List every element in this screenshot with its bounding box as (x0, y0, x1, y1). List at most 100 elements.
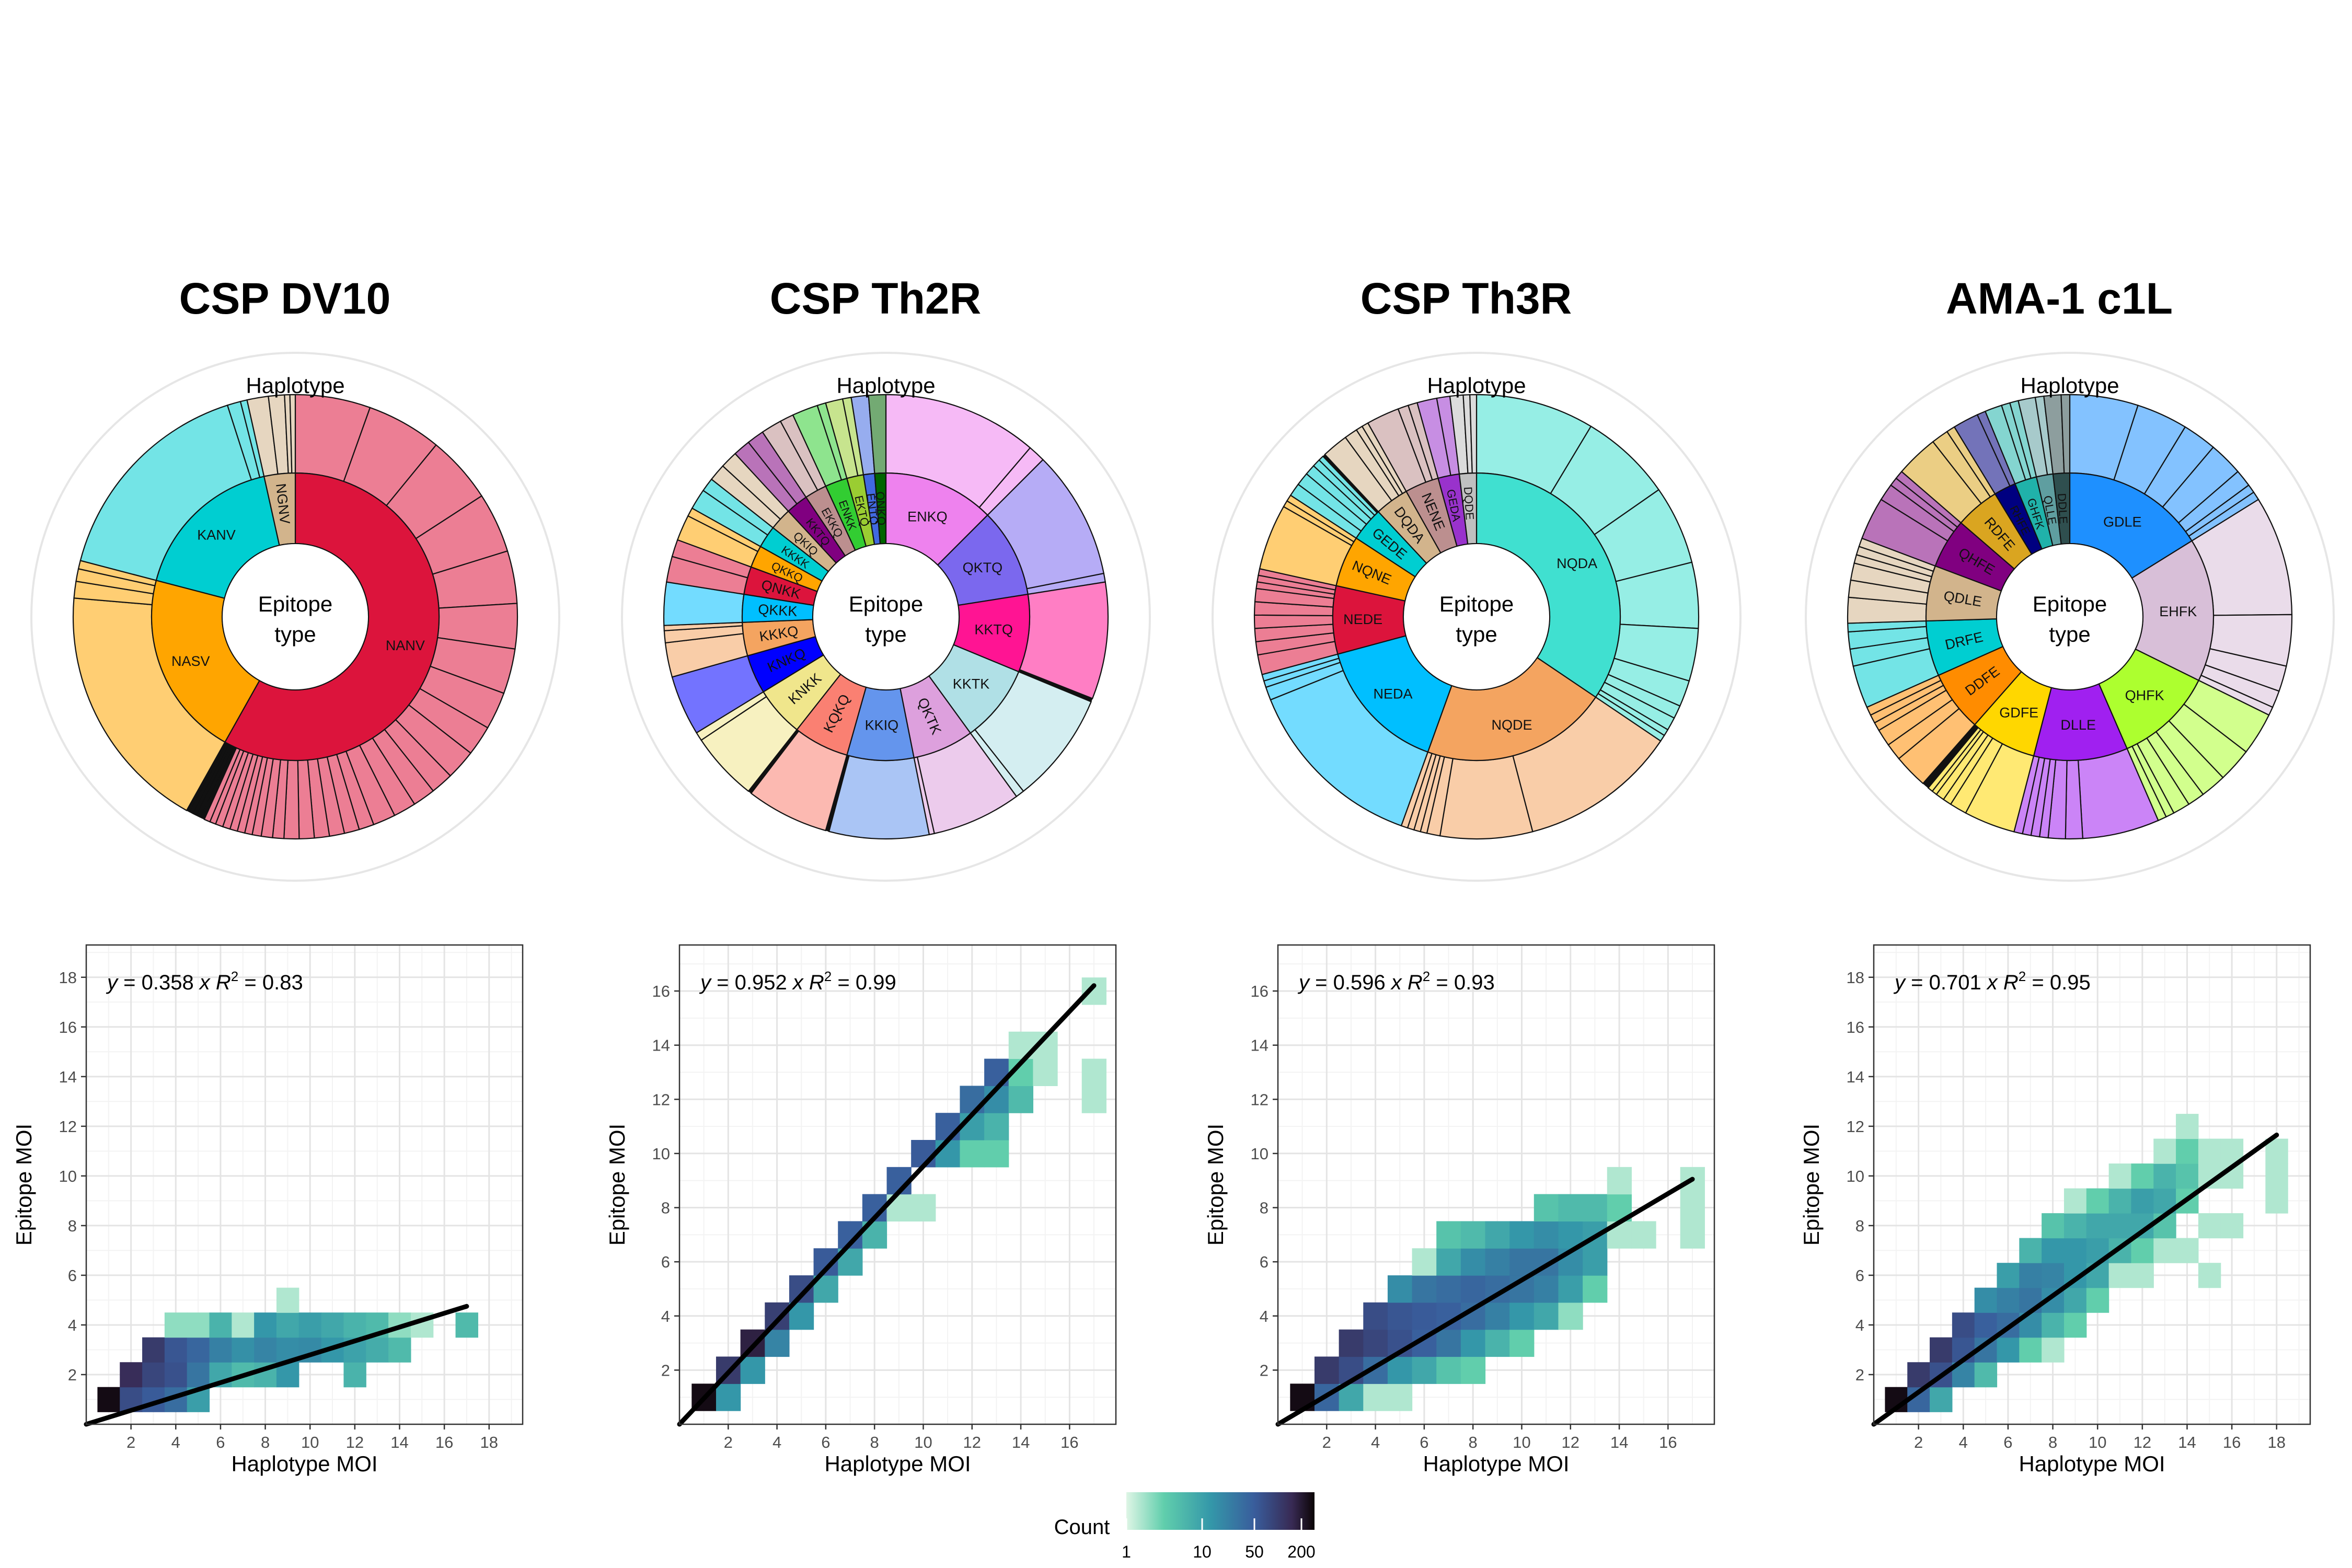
plot-border (1277, 944, 1715, 1425)
panel: CSP Th3RNQDANQDENEDANEDENQNEGEDEDQDANENE… (1203, 274, 1742, 1476)
y-tick-label: 16 (59, 1018, 77, 1036)
y-tick-label: 12 (1251, 1090, 1269, 1109)
heatmap-cell (740, 1356, 765, 1384)
epitope-slice-label: NQDE (1491, 717, 1532, 733)
epitope-slice-label: QHFK (2125, 687, 2164, 703)
heatmap-cell (1997, 1337, 2020, 1363)
x-tick-label: 12 (346, 1433, 364, 1451)
heatmap-plot: 2 4 6 8 10 12 14 16 18 2 4 6 8 10 12 14 16 18 Haplotype MO… (1799, 944, 2311, 1476)
epitope-slice-label: QKKK (758, 602, 798, 619)
sunburst-center (812, 543, 960, 690)
heatmap-cell (1436, 1221, 1461, 1249)
regression-line (677, 983, 1097, 1427)
y-tick-label: 8 (1855, 1217, 1864, 1235)
regression-line (84, 1304, 469, 1427)
heatmap-cell (2042, 1337, 2065, 1363)
heatmap-cell (1485, 1329, 1510, 1357)
heatmap-cell (1363, 1383, 1388, 1411)
legend-title: Count (1054, 1516, 1110, 1539)
heatmap-cell (2019, 1238, 2042, 1263)
heatmap-cell (2063, 1238, 2087, 1263)
panel-title: CSP DV10 (179, 274, 391, 323)
heatmap-cell (2198, 1263, 2221, 1288)
heatmap-cell (2086, 1287, 2109, 1313)
x-tick-label: 18 (2268, 1433, 2286, 1451)
y-tick-label: 6 (1260, 1253, 1269, 1271)
heatmap-cell (1930, 1387, 1953, 1412)
heatmap-cell (2108, 1263, 2132, 1288)
y-tick-label: 10 (1251, 1145, 1269, 1163)
sunburst-center-label: Epitope (258, 592, 332, 616)
heatmap-cell (298, 1312, 322, 1338)
y-axis-label: Epitope MOI (11, 1124, 36, 1246)
x-tick-label: 14 (1012, 1433, 1030, 1451)
x-tick-label: 2 (724, 1433, 733, 1451)
heatmap-cell (366, 1337, 389, 1363)
y-tick-label: 6 (1855, 1266, 1864, 1285)
heatmap-cell (2153, 1238, 2176, 1263)
heatmap-cell (1583, 1248, 1608, 1276)
heatmap-cell (1509, 1329, 1535, 1357)
heatmap-cell (232, 1337, 255, 1363)
heatmap-cell (1033, 1058, 1058, 1086)
heatmap-cell (2131, 1188, 2154, 1214)
heatmap-cell (2265, 1188, 2288, 1214)
sunburst-center-label: Epitope (849, 592, 923, 616)
y-tick-label: 12 (1847, 1117, 1864, 1136)
sunburst: NQDANQDENEDANEDENQNEGEDEDQDANENEGEDADQDE… (1212, 352, 1742, 882)
heatmap-cell (388, 1337, 411, 1363)
heatmap-cell (1436, 1248, 1461, 1276)
heatmap-cell (1974, 1362, 1998, 1388)
heatmap-cell (716, 1383, 741, 1411)
fit-annotation: y = 0.596 x R2 = 0.93 (1297, 969, 1495, 994)
x-tick-label: 6 (2003, 1433, 2012, 1451)
heatmap-cell (142, 1337, 165, 1363)
heatmap-cell (1436, 1275, 1461, 1303)
y-tick-label: 4 (1260, 1307, 1269, 1325)
heatmap-cell (2265, 1163, 2288, 1189)
x-tick-label: 16 (1060, 1433, 1078, 1451)
heatmap-cell (1534, 1275, 1559, 1303)
y-tick-label: 2 (1260, 1361, 1269, 1379)
heatmap-cell (254, 1312, 277, 1338)
panel: CSP Th2RENKQQKTQKKTQKKTKQKTKKKIQKQKQKNKK… (605, 274, 1151, 1476)
y-tick-label: 10 (59, 1167, 77, 1185)
heatmap-cell (2063, 1188, 2087, 1214)
sunburst-outer-label: Haplotype (246, 373, 344, 398)
y-tick-label: 12 (59, 1117, 77, 1136)
plot-border (678, 944, 1117, 1425)
heatmap-cell (321, 1312, 344, 1338)
heatmap-cell (164, 1362, 188, 1388)
x-tick-label: 14 (390, 1433, 408, 1451)
x-tick-label: 16 (435, 1433, 453, 1451)
sunburst-center-label: Epitope (1439, 592, 1514, 616)
heatmap-plot: 2 4 6 8 10 12 14 16 18 2 4 6 8 10 12 14 16 18 Haplotype MO… (11, 944, 524, 1476)
sunburst-center (1403, 543, 1550, 690)
sunburst-center-label: type (274, 622, 316, 647)
heatmap-cell (455, 1312, 478, 1338)
heatmap-cell (2086, 1188, 2109, 1214)
epitope-slice-label: NANV (386, 638, 425, 653)
heatmap-cell (1997, 1263, 2020, 1288)
y-axis-label: Epitope MOI (1799, 1124, 1824, 1246)
x-tick-label: 2 (1914, 1433, 1923, 1451)
x-tick-label: 14 (2178, 1433, 2196, 1451)
legend-tick-label: 50 (1245, 1542, 1264, 1561)
x-tick-label: 2 (126, 1433, 135, 1451)
y-axis-label: Epitope MOI (1203, 1124, 1228, 1246)
x-tick-label: 6 (821, 1433, 830, 1451)
x-tick-label: 12 (963, 1433, 981, 1451)
fit-annotation: y = 0.701 x R2 = 0.95 (1893, 969, 2091, 994)
y-tick-label: 8 (68, 1217, 77, 1235)
heatmap-cell (164, 1337, 188, 1363)
x-tick-label: 10 (1513, 1433, 1530, 1451)
x-tick-label: 10 (914, 1433, 932, 1451)
heatmap-cell (1460, 1329, 1486, 1357)
y-axis-label: Epitope MOI (605, 1124, 629, 1246)
heatmap-cell (1534, 1194, 1559, 1222)
epitope-slice-label: KANV (197, 527, 236, 543)
panel-title: AMA-1 c1L (1946, 274, 2173, 323)
